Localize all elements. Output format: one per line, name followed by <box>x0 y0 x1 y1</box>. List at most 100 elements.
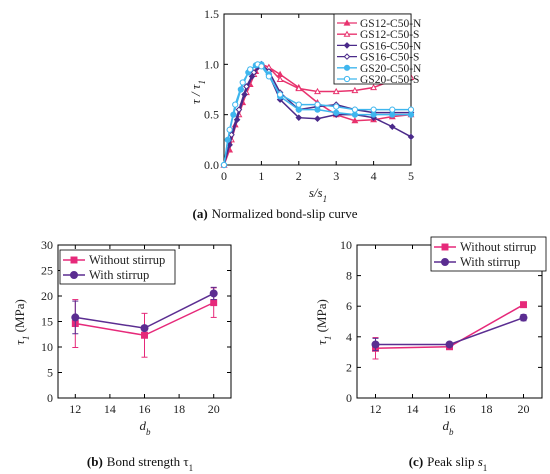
x-tick-label: 12 <box>69 402 81 416</box>
panel-c-xlabel: db <box>443 418 455 437</box>
panel-c-ylabel: τ1 (MPa) <box>314 299 333 345</box>
legend-marker <box>441 258 449 266</box>
series-line <box>223 63 411 166</box>
data-point <box>388 123 396 131</box>
panel-a-xlabel: s/s1 <box>309 185 327 204</box>
legend-marker <box>70 256 78 264</box>
data-point <box>258 63 265 70</box>
x-tick-label: 14 <box>407 402 419 416</box>
data-point <box>333 103 340 110</box>
data-point <box>520 301 527 309</box>
data-point <box>389 111 396 118</box>
x-tick-label: 2 <box>296 169 302 183</box>
y-tick-label: 6 <box>346 299 352 313</box>
data-point <box>314 101 321 108</box>
x-tick-label: 5 <box>408 169 414 183</box>
x-tick-label: 0 <box>221 169 227 183</box>
panel-a-caption: (a) Normalized bond-slip curve <box>192 206 357 221</box>
data-point <box>519 313 528 322</box>
legend-marker <box>343 19 351 26</box>
data-point <box>351 86 359 94</box>
y-tick-label: 4 <box>346 330 352 344</box>
panel-c-caption: (c) Peak slip s1 <box>409 454 488 473</box>
legend-box <box>59 249 176 285</box>
legend-label: GS20-C50-S <box>360 74 419 86</box>
legend-label: GS16-C50-N <box>360 40 422 52</box>
y-tick-label: 1.5 <box>204 7 219 21</box>
panel-b-caption: (b) Bond strength τ1 <box>87 454 193 473</box>
legend-label: GS12-C50-S <box>360 29 419 41</box>
x-tick-label: 1 <box>258 169 264 183</box>
data-point <box>243 83 250 90</box>
panel-b-ylabel: τ1 (MPa) <box>12 299 31 345</box>
data-point <box>351 111 358 118</box>
data-point <box>232 101 239 108</box>
legend-label: GS20-C50-N <box>360 63 422 75</box>
data-point <box>265 73 272 80</box>
y-tick-label: 10 <box>41 340 53 354</box>
y-tick-label: 15 <box>41 315 53 329</box>
x-tick-label: 4 <box>371 169 377 183</box>
legend-marker <box>70 271 78 279</box>
legend-box <box>430 236 547 272</box>
data-point <box>295 101 302 108</box>
data-point <box>351 117 359 124</box>
data-point <box>220 161 228 169</box>
y-tick-label: 0 <box>47 391 53 405</box>
panel-a-ylabel: τ / τ1 <box>188 80 207 104</box>
y-tick-label: 5 <box>47 366 53 380</box>
data-point <box>247 66 254 73</box>
data-point <box>314 106 321 113</box>
legend-label: GS12-C50-N <box>360 18 422 30</box>
data-point <box>295 106 302 113</box>
x-tick-label: 14 <box>104 402 116 416</box>
x-tick-label: 20 <box>518 402 530 416</box>
panel-b-bond-strength: 12 14 16 18 20 0 5 10 15 20 25 30 Without stirrupWi… <box>12 238 232 473</box>
x-tick-label: 16 <box>444 402 456 416</box>
data-point <box>140 324 149 333</box>
data-point <box>371 340 380 349</box>
x-tick-label: 18 <box>173 402 185 416</box>
series-gs20-c50-s <box>220 61 415 169</box>
y-tick-label: 2 <box>346 360 352 374</box>
data-point <box>333 109 340 116</box>
y-tick-label: 10 <box>340 238 352 252</box>
legend-label: Without stirrup <box>89 253 165 267</box>
data-point <box>295 84 303 92</box>
data-point <box>71 313 80 322</box>
data-point <box>370 111 377 118</box>
legend-label: With stirrup <box>89 268 149 282</box>
legend-box <box>333 13 412 85</box>
legend-label: With stirrup <box>460 255 520 269</box>
x-tick-label: 18 <box>481 402 493 416</box>
legend-marker <box>343 42 351 49</box>
data-point <box>141 331 148 339</box>
data-point <box>239 79 246 86</box>
data-point <box>295 114 303 121</box>
y-tick-label: 0 <box>346 391 352 405</box>
y-tick-label: 20 <box>41 289 53 303</box>
legend-marker <box>343 75 351 83</box>
y-tick-label: 0.0 <box>204 158 219 172</box>
data-point <box>407 133 415 141</box>
data-point <box>332 87 340 95</box>
data-point <box>407 106 415 113</box>
data-point <box>351 106 358 113</box>
data-point <box>210 299 218 307</box>
legend-marker <box>441 243 449 251</box>
data-point <box>314 87 321 95</box>
legend-marker <box>343 30 351 37</box>
x-tick-label: 20 <box>208 402 220 416</box>
y-tick-label: 8 <box>346 269 352 283</box>
data-point <box>226 126 233 133</box>
y-tick-label: 0.5 <box>204 108 219 122</box>
y-tick-label: 1.0 <box>204 57 219 71</box>
legend-marker <box>343 53 351 60</box>
x-tick-label: 3 <box>333 169 339 183</box>
data-point <box>277 91 284 98</box>
data-point <box>314 115 321 123</box>
legend-label: Without stirrup <box>460 240 536 254</box>
x-tick-label: 16 <box>139 402 151 416</box>
